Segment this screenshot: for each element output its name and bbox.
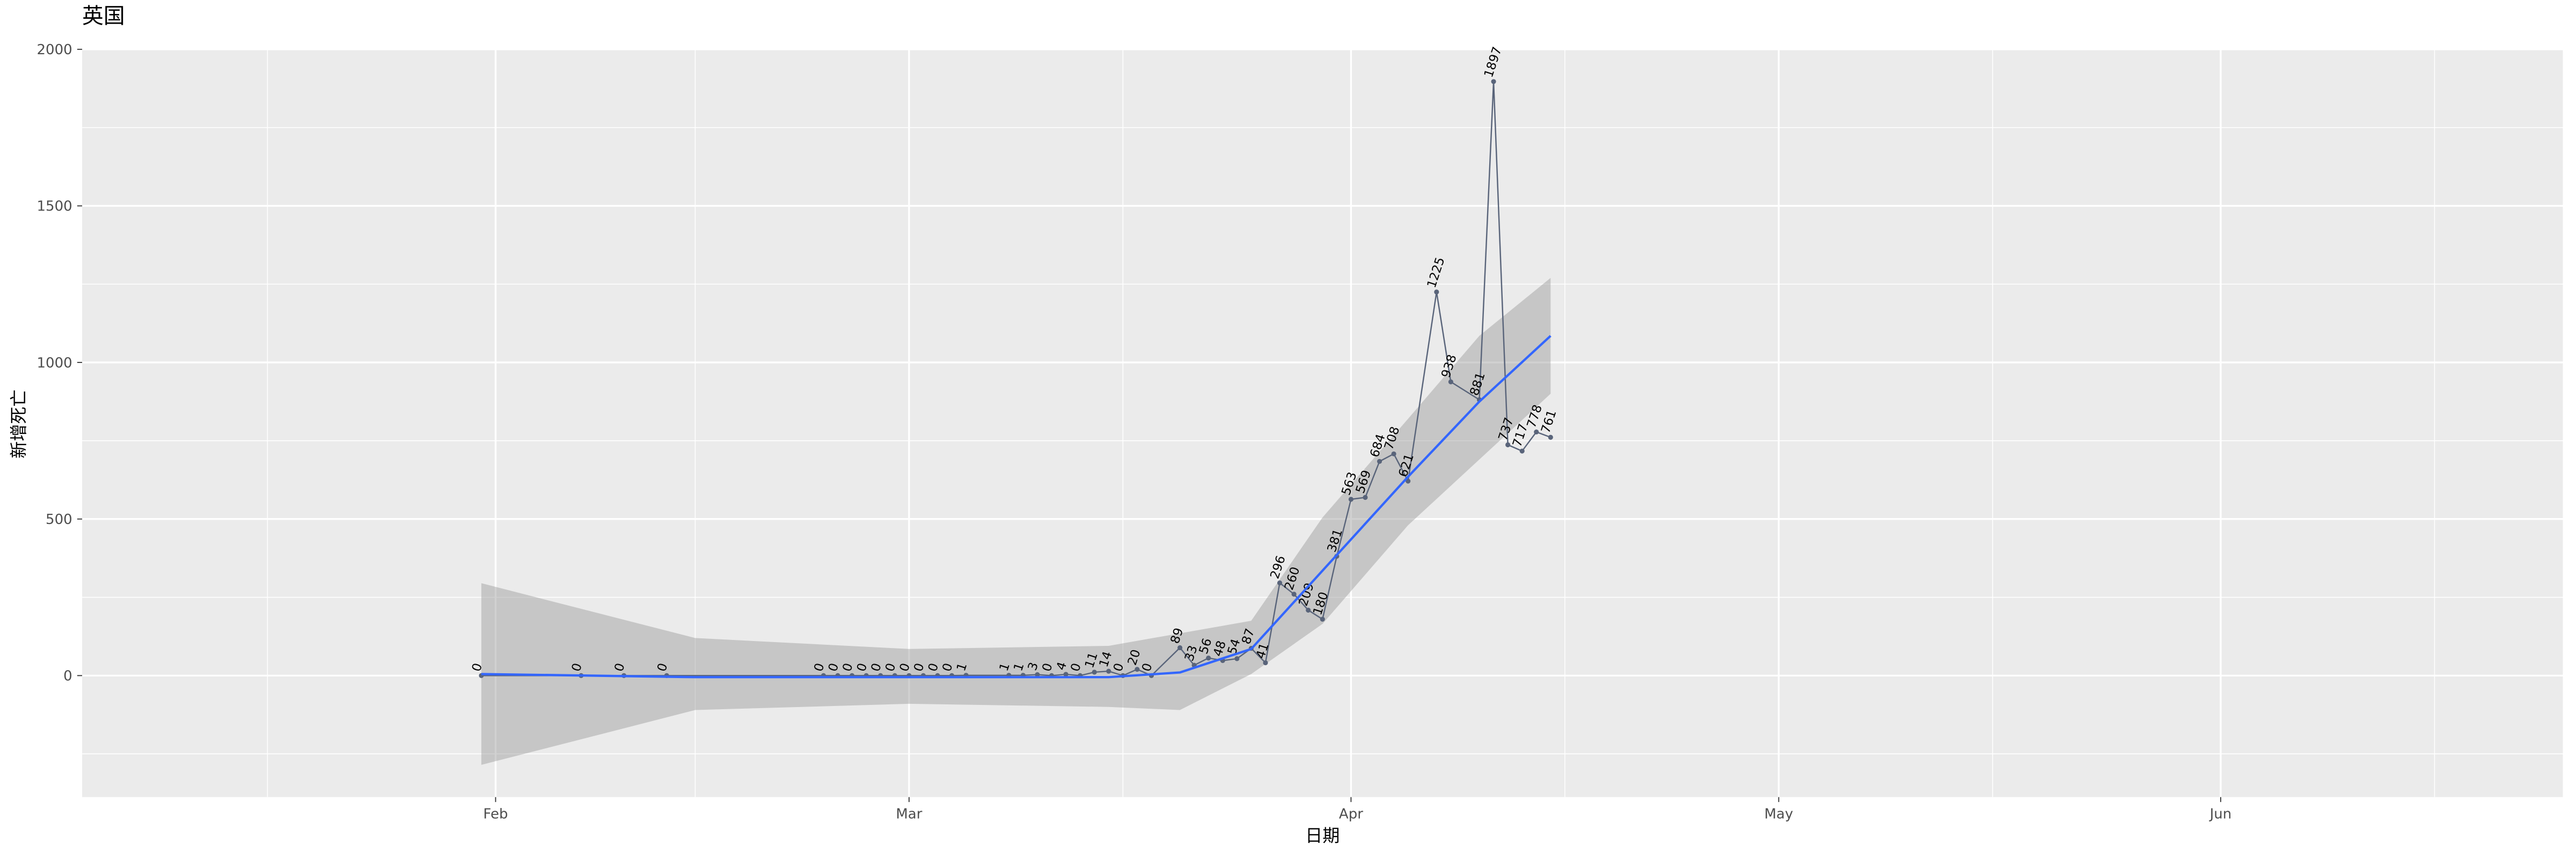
data-label: 0: [940, 661, 955, 673]
data-point: [1177, 645, 1183, 651]
x-axis-title: 日期: [1305, 825, 1340, 846]
x-tick-label: Feb: [483, 806, 508, 822]
data-label: 0: [897, 661, 913, 673]
data-point: [1363, 494, 1368, 500]
data-point: [1135, 667, 1140, 672]
data-point: [1035, 672, 1040, 678]
data-label: 0: [883, 661, 898, 673]
data-point: [1548, 434, 1553, 440]
data-label: 1: [954, 661, 970, 673]
y-tick-label: 2000: [36, 42, 72, 58]
data-point: [1306, 607, 1311, 613]
x-tick-label: May: [1764, 806, 1793, 822]
x-tick-label: Apr: [1339, 806, 1363, 822]
data-label: 0: [869, 661, 884, 673]
y-tick-label: 500: [46, 512, 72, 528]
y-tick-label: 0: [63, 668, 72, 685]
data-label: 0: [811, 661, 827, 673]
data-point: [1106, 668, 1111, 674]
data-point: [1448, 379, 1453, 384]
y-tick-label: 1500: [36, 199, 72, 215]
chart-title: 英国: [82, 4, 125, 28]
data-point: [1206, 656, 1211, 661]
data-label: 0: [840, 661, 856, 673]
data-label: 1: [997, 661, 1013, 673]
data-label: 3: [1026, 660, 1041, 672]
data-label: 0: [1040, 661, 1055, 673]
data-label: 0: [470, 661, 485, 673]
y-axis-title: 新增死亡: [9, 390, 29, 458]
data-label: 0: [569, 661, 585, 673]
x-tick-label: Jun: [2209, 806, 2232, 822]
data-label: 0: [926, 661, 941, 673]
data-label: 1: [1011, 661, 1027, 673]
panel: [82, 49, 2563, 797]
confidence-band: [481, 278, 1551, 765]
data-point: [1291, 592, 1297, 597]
data-point: [1534, 430, 1539, 435]
data-point: [1505, 442, 1511, 448]
data-point: [1434, 289, 1439, 295]
data-label: 0: [1111, 661, 1126, 673]
data-point: [1234, 656, 1240, 661]
data-point: [1063, 672, 1069, 677]
data-label: 0: [911, 661, 927, 673]
data-label: 4: [1054, 660, 1070, 672]
data-point: [1263, 660, 1268, 666]
smooth-line: [481, 334, 1552, 679]
data-point: [1491, 79, 1496, 84]
y-tick-label: 1000: [36, 355, 72, 371]
data-label: 0: [655, 661, 670, 673]
data-point: [1092, 669, 1097, 675]
data-point: [1391, 451, 1396, 457]
data-point: [1277, 580, 1283, 586]
data-label: 0: [826, 661, 841, 673]
data-point: [1377, 458, 1382, 464]
data-label: 0: [854, 661, 870, 673]
x-tick-label: Mar: [896, 806, 922, 822]
data-point: [1320, 616, 1325, 622]
data-label: 0: [1069, 661, 1084, 673]
data-point: [1348, 497, 1354, 502]
data-point: [1519, 448, 1525, 454]
data-point: [1406, 478, 1411, 484]
data-label: 0: [612, 661, 627, 673]
data-label: 0: [1139, 661, 1155, 673]
